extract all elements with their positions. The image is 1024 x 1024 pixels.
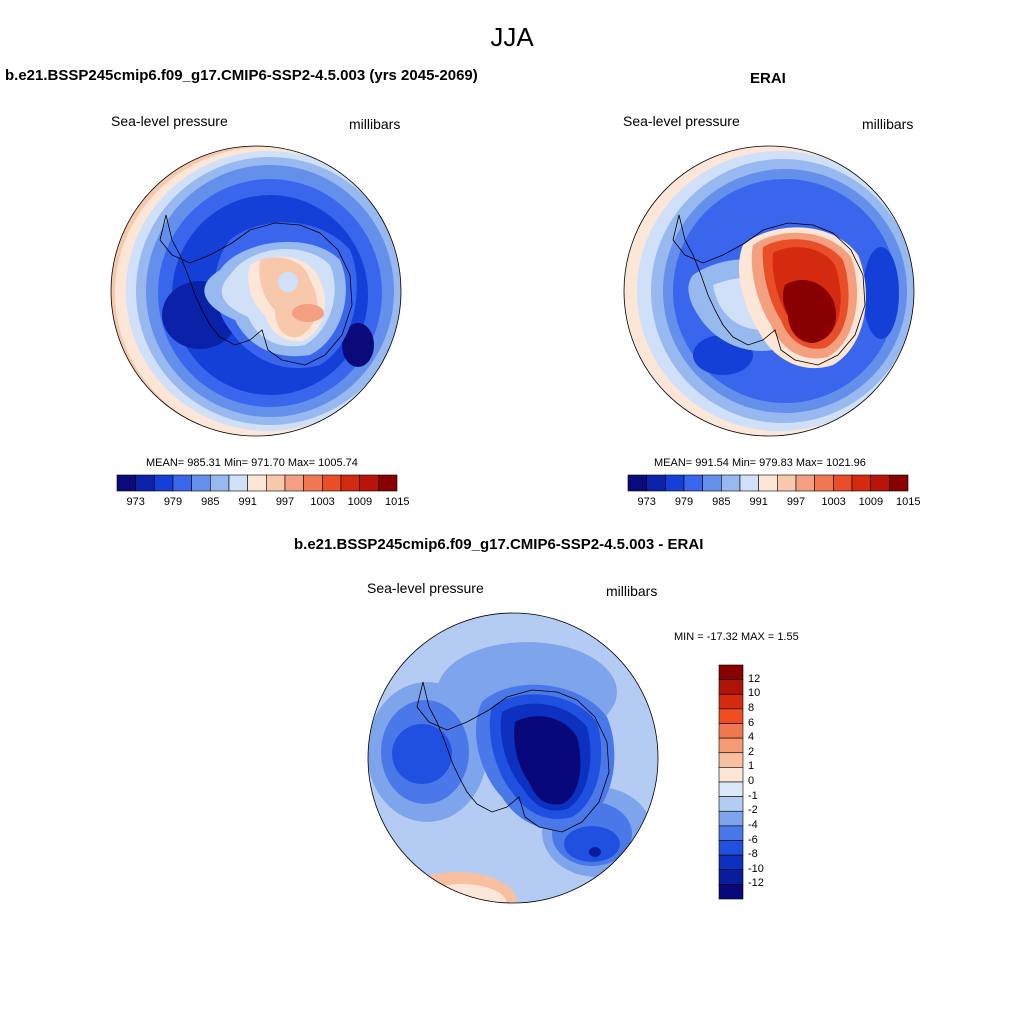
diff-colorbar-swatch: [718, 767, 744, 783]
page-title: JJA: [490, 22, 534, 52]
obs-colorbar-tick-label: 1009: [858, 496, 884, 508]
obs-colorbar-swatch: [870, 474, 890, 492]
diff-colorbar-swatch: [718, 752, 744, 768]
model-colorbar-swatch: [135, 474, 155, 492]
diff-colorbar-tick-label: -10: [748, 862, 764, 875]
obs-colorbar-swatch: [683, 474, 703, 492]
diff-colorbar: [718, 664, 744, 900]
model-units-label: millibars: [349, 116, 401, 132]
diff-colorbar-swatch: [718, 664, 744, 680]
model-colorbar-swatch: [154, 474, 174, 492]
model-colorbar-swatch: [340, 474, 360, 492]
model-panel-title: b.e21.BSSP245cmip6.f09_g17.CMIP6-SSP2-4.…: [5, 67, 478, 84]
model-colorbar: [116, 474, 398, 492]
diff-units-label: millibars: [606, 583, 658, 599]
obs-colorbar-swatch: [646, 474, 666, 492]
model-colorbar-swatch: [210, 474, 230, 492]
diff-colorbar-tick-label: -12: [748, 877, 764, 890]
diff-colorbar-swatch: [718, 869, 744, 885]
obs-map: [623, 145, 915, 437]
diff-colorbar-tick-label: 2: [748, 745, 755, 758]
model-map: [110, 145, 402, 437]
model-colorbar-swatch: [378, 474, 398, 492]
diff-variable-label: Sea-level pressure: [367, 580, 484, 596]
diff-panel-title: b.e21.BSSP245cmip6.f09_g17.CMIP6-SSP2-4.…: [294, 536, 704, 553]
model-colorbar-swatch: [116, 474, 136, 492]
model-colorbar-swatch: [172, 474, 192, 492]
obs-panel-title: ERAI: [750, 70, 786, 87]
model-colorbar-swatch: [247, 474, 267, 492]
model-colorbar-tick-label: 979: [163, 496, 183, 508]
obs-colorbar-swatch: [833, 474, 853, 492]
diff-colorbar-tick-label: -6: [748, 833, 758, 846]
obs-colorbar-tick-label: 991: [749, 496, 768, 508]
diff-colorbar-tick-label: 12: [748, 672, 761, 685]
obs-units-label: millibars: [862, 116, 914, 132]
obs-colorbar-labels: 973 979 985 991 997 1003 1009 1015: [628, 496, 920, 510]
obs-colorbar-tick-label: 979: [674, 496, 694, 508]
obs-colorbar-swatch: [758, 474, 778, 492]
diff-colorbar-swatch: [718, 810, 744, 827]
model-stats: MEAN= 985.31 Min= 971.70 Max= 1005.74: [146, 457, 358, 469]
diff-colorbar-swatch: [718, 825, 744, 841]
obs-colorbar-tick-label: 985: [712, 496, 731, 508]
diff-colorbar-tick-label: 4: [748, 731, 755, 744]
diff-colorbar-tick-label: 10: [748, 687, 761, 700]
model-colorbar-swatch: [284, 474, 304, 492]
diff-colorbar-swatch: [718, 781, 744, 797]
diff-colorbar-tick-label: -2: [748, 804, 758, 817]
obs-colorbar-tick-label: 973: [637, 496, 656, 508]
model-colorbar-tick-label: 991: [238, 496, 257, 508]
model-colorbar-tick-label: 1009: [347, 496, 373, 508]
diff-colorbar-swatch: [718, 723, 744, 739]
diff-map: [367, 612, 659, 904]
model-colorbar-tick-label: 1003: [310, 496, 335, 508]
diff-colorbar-tick-label: 1: [748, 760, 755, 773]
model-colorbar-swatch: [228, 474, 248, 492]
model-colorbar-swatch: [191, 474, 211, 492]
model-colorbar-labels: 973 979 985 991 997 1003 1009 1015: [117, 496, 409, 510]
model-colorbar-tick-label: 973: [126, 496, 145, 508]
obs-colorbar-swatch: [814, 474, 834, 492]
model-variable-label: Sea-level pressure: [111, 113, 228, 129]
diff-colorbar-labels: 12 10 8 6 4 2 1 0 -1 -2 -4 -6 -8 -10 -12: [748, 665, 788, 899]
diff-colorbar-tick-label: 6: [748, 716, 755, 729]
obs-colorbar: [627, 474, 909, 492]
diff-colorbar-swatch: [718, 693, 744, 710]
obs-colorbar-swatch: [777, 474, 797, 492]
diff-colorbar-tick-label: -4: [748, 818, 758, 831]
obs-colorbar-swatch: [702, 474, 722, 492]
model-colorbar-tick-label: 997: [275, 496, 295, 508]
obs-colorbar-swatch: [795, 474, 815, 492]
obs-colorbar-swatch: [889, 474, 909, 492]
obs-variable-label: Sea-level pressure: [623, 113, 740, 129]
obs-colorbar-tick-label: 1015: [896, 496, 921, 508]
diff-colorbar-tick-label: 8: [748, 701, 755, 714]
diff-colorbar-swatch: [718, 679, 744, 695]
model-colorbar-swatch: [303, 474, 323, 492]
obs-colorbar-swatch: [721, 474, 741, 492]
diff-colorbar-tick-label: -8: [748, 848, 758, 861]
model-colorbar-tick-label: 985: [201, 496, 220, 508]
diff-colorbar-tick-label: -1: [748, 789, 758, 802]
obs-colorbar-swatch: [627, 474, 647, 492]
obs-colorbar-tick-label: 997: [786, 496, 806, 508]
diff-colorbar-swatch: [718, 737, 744, 754]
obs-colorbar-tick-label: 1003: [821, 496, 846, 508]
obs-colorbar-swatch: [665, 474, 685, 492]
model-colorbar-swatch: [359, 474, 379, 492]
diff-colorbar-tick-label: 0: [748, 775, 755, 787]
diff-stats: MIN = -17.32 MAX = 1.55: [674, 631, 799, 643]
model-colorbar-swatch: [322, 474, 342, 492]
obs-stats: MEAN= 991.54 Min= 979.83 Max= 1021.96: [654, 457, 866, 469]
diff-colorbar-swatch: [718, 708, 744, 724]
model-colorbar-tick-label: 1015: [385, 496, 410, 508]
diff-colorbar-swatch: [718, 884, 744, 900]
obs-colorbar-swatch: [851, 474, 871, 492]
model-colorbar-swatch: [266, 474, 286, 492]
diff-colorbar-swatch: [718, 854, 744, 871]
diff-colorbar-swatch: [718, 796, 744, 812]
diff-colorbar-swatch: [718, 840, 744, 856]
obs-colorbar-swatch: [739, 474, 759, 492]
